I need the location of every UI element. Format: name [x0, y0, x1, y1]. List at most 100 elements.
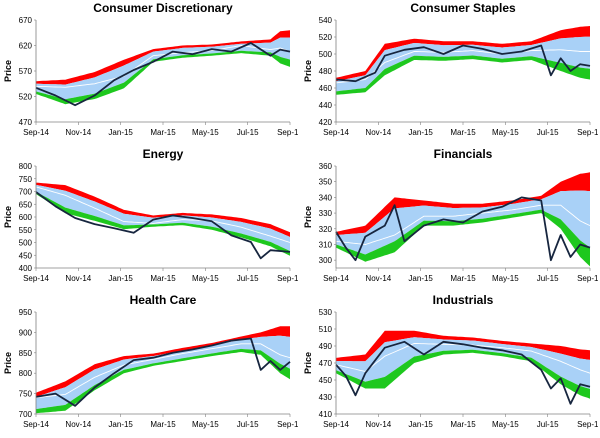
x-tick-label: Nov-14 — [65, 274, 91, 283]
x-tick-label: Nov-14 — [65, 420, 91, 429]
y-tick-label: 620 — [19, 42, 33, 51]
x-tick-label: Jul-15 — [237, 274, 259, 283]
y-tick-label: 800 — [19, 162, 33, 171]
chart-panel-2: Energy Price 400 450 500 550 600 650 700 750 800 Se… — [3, 147, 298, 283]
y-tick-label: 350 — [319, 178, 333, 187]
upper-band — [336, 172, 590, 235]
x-tick-label: Nov-14 — [365, 420, 391, 429]
y-tick-label: 700 — [19, 410, 33, 419]
median-line — [35, 186, 291, 243]
y-axis-label: Price — [3, 352, 13, 374]
x-tick-label: May-15 — [492, 420, 519, 429]
x-tick-label: Mar-15 — [450, 128, 476, 137]
y-tick-label: 480 — [319, 67, 333, 76]
x-tick-label: Jul-15 — [237, 128, 259, 137]
y-tick-label: 440 — [319, 101, 333, 110]
x-tick-label: Sep-14 — [323, 274, 349, 283]
middle-band — [336, 190, 590, 255]
middle-band — [36, 37, 290, 100]
y-tick-label: 340 — [319, 193, 333, 202]
x-tick-label: Sep-15 — [577, 274, 598, 283]
x-tick-label: Jul-15 — [237, 420, 259, 429]
y-tick-label: 470 — [319, 359, 333, 368]
y-tick-label: 430 — [319, 393, 333, 402]
chart-title: Consumer Staples — [410, 1, 516, 15]
x-tick-label: Nov-14 — [365, 274, 391, 283]
x-tick-label: Jul-15 — [537, 420, 559, 429]
y-tick-label: 670 — [19, 16, 33, 25]
x-tick-label: May-15 — [492, 128, 519, 137]
x-tick-label: Mar-15 — [150, 128, 176, 137]
chart-title: Industrials — [433, 293, 494, 307]
y-tick-label: 490 — [319, 342, 333, 351]
upper-band — [36, 182, 290, 237]
lower-band — [36, 348, 290, 414]
y-tick-label: 470 — [19, 118, 33, 127]
median-line — [335, 204, 591, 245]
y-tick-label: 800 — [19, 369, 33, 378]
y-tick-label: 700 — [19, 188, 33, 197]
y-tick-label: 500 — [319, 50, 333, 59]
x-tick-label: May-15 — [192, 420, 219, 429]
x-tick-label: Sep-14 — [23, 274, 49, 283]
upper-band — [336, 26, 590, 82]
x-tick-label: May-15 — [492, 274, 519, 283]
y-tick-label: 540 — [319, 16, 333, 25]
price-line — [35, 42, 291, 107]
x-tick-label: Sep-14 — [323, 128, 349, 137]
median-line — [35, 343, 291, 399]
x-tick-label: Jul-15 — [537, 274, 559, 283]
y-tick-label: 310 — [319, 240, 333, 249]
median-line — [35, 45, 291, 88]
y-tick-label: 650 — [19, 200, 33, 209]
x-tick-label: Sep-15 — [277, 274, 298, 283]
x-tick-label: May-15 — [192, 274, 219, 283]
chart-panel-4: Health Care Price 700 750 800 850 900 950 Sep-14… — [3, 293, 298, 429]
x-tick-label: Jan-15 — [408, 274, 433, 283]
x-tick-label: Jan-15 — [408, 128, 433, 137]
y-axis-label: Price — [303, 60, 313, 82]
chart-title: Health Care — [130, 293, 197, 307]
y-tick-label: 520 — [19, 93, 33, 102]
y-tick-label: 450 — [19, 251, 33, 260]
upper-band — [36, 326, 290, 397]
x-tick-label: Sep-14 — [323, 420, 349, 429]
x-tick-label: Jul-15 — [537, 128, 559, 137]
y-tick-label: 950 — [19, 308, 33, 317]
y-axis-label: Price — [3, 60, 13, 82]
x-tick-label: Sep-15 — [277, 420, 298, 429]
y-tick-label: 460 — [319, 84, 333, 93]
x-tick-label: Sep-15 — [577, 420, 598, 429]
x-tick-label: Jan-15 — [108, 128, 133, 137]
y-tick-label: 600 — [19, 213, 33, 222]
y-tick-label: 510 — [319, 325, 333, 334]
price-line — [335, 196, 591, 262]
y-tick-label: 570 — [19, 67, 33, 76]
y-tick-label: 450 — [319, 376, 333, 385]
y-tick-label: 750 — [19, 175, 33, 184]
y-axis-label: Price — [303, 206, 313, 228]
x-tick-label: Sep-14 — [23, 128, 49, 137]
chart-panel-0: Consumer Discretionary Price 470 520 570 620 6… — [3, 1, 298, 137]
x-tick-label: Nov-14 — [365, 128, 391, 137]
y-tick-label: 530 — [319, 308, 333, 317]
x-tick-label: May-15 — [192, 128, 219, 137]
chart-panel-5: Industrials Price 410 430 450 470 490 510 530 Sep… — [303, 293, 598, 429]
x-tick-label: Nov-14 — [65, 128, 91, 137]
upper-band — [36, 30, 290, 85]
y-tick-label: 900 — [19, 328, 33, 337]
y-tick-label: 360 — [319, 162, 333, 171]
y-tick-label: 410 — [319, 410, 333, 419]
x-tick-label: Mar-15 — [150, 420, 176, 429]
middle-band — [36, 335, 290, 410]
chart-title: Consumer Discretionary — [93, 1, 233, 15]
price-line — [335, 340, 591, 405]
x-tick-label: Sep-15 — [577, 128, 598, 137]
y-tick-label: 750 — [19, 390, 33, 399]
y-axis-label: Price — [3, 206, 13, 228]
x-tick-label: Jan-15 — [408, 420, 433, 429]
x-tick-label: Mar-15 — [450, 420, 476, 429]
chart-panel-3: Financials Price 300 310 320 330 340 350 360 Sep-… — [303, 147, 598, 283]
x-tick-label: Jan-15 — [108, 274, 133, 283]
